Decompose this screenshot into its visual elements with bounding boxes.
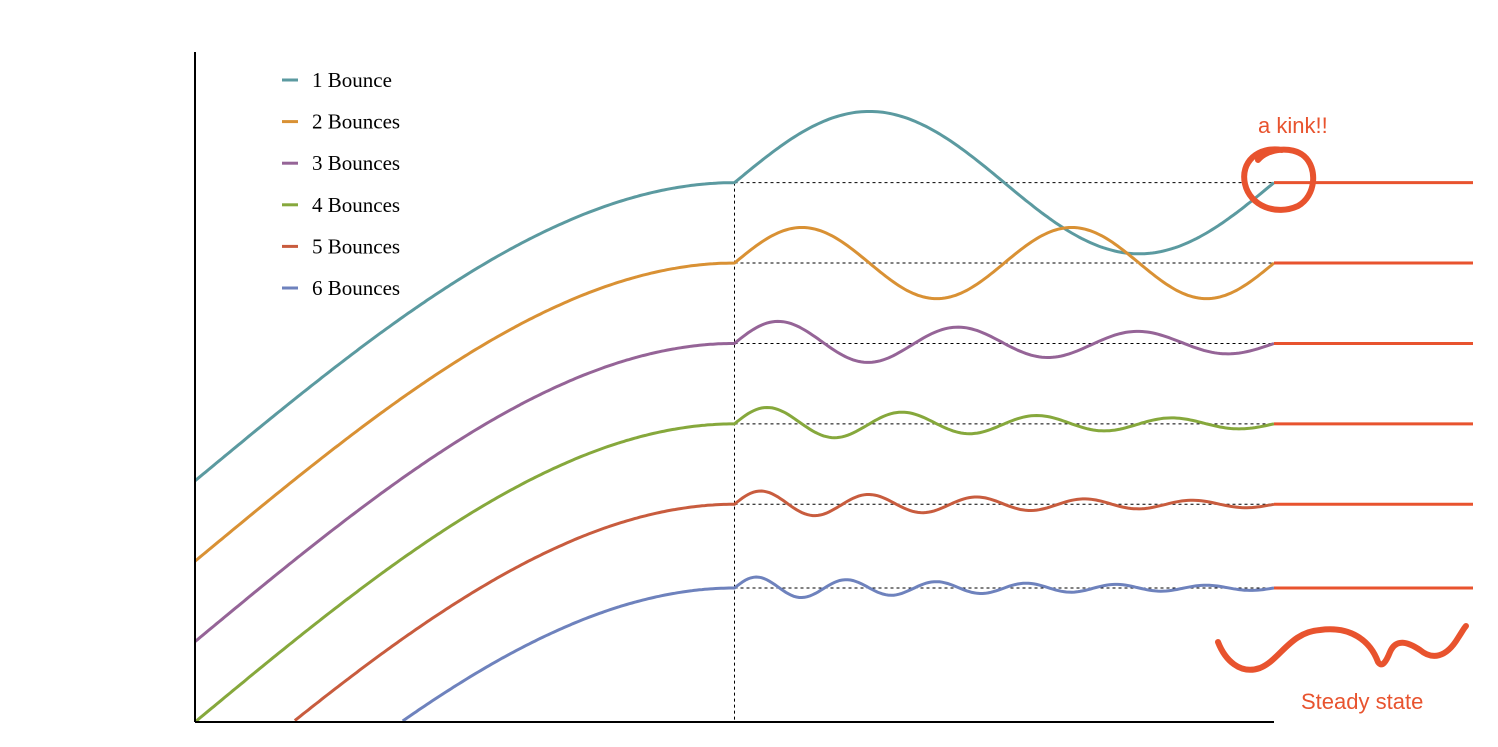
- steady-state-annotation: Steady state: [1301, 689, 1423, 714]
- annotations: a kink!! Steady state: [1215, 113, 1469, 714]
- series-line-2: [194, 226, 1275, 563]
- legend-label-5: 5 Bounces: [312, 234, 400, 258]
- legend-label-4: 4 Bounces: [312, 193, 400, 217]
- legend-label-6: 6 Bounces: [312, 276, 400, 300]
- kink-annotation: a kink!!: [1258, 113, 1328, 138]
- series-line-3: [194, 319, 1275, 643]
- series-line-4: [194, 405, 1275, 724]
- series-line-1: [194, 110, 1275, 482]
- steady-state-lines: [1274, 181, 1473, 590]
- series-line-6: [401, 575, 1275, 723]
- kink-circle-mark: [1241, 146, 1317, 213]
- legend: 1 Bounce 2 Bounces 3 Bounces 4 Bounces 5 Bou…: [282, 68, 400, 300]
- series-line-5: [293, 489, 1275, 722]
- legend-label-1: 1 Bounce: [312, 68, 392, 92]
- series-lines: [194, 110, 1275, 724]
- legend-label-2: 2 Bounces: [312, 110, 400, 134]
- steady-state-squiggle: [1215, 623, 1469, 673]
- legend-label-3: 3 Bounces: [312, 151, 400, 175]
